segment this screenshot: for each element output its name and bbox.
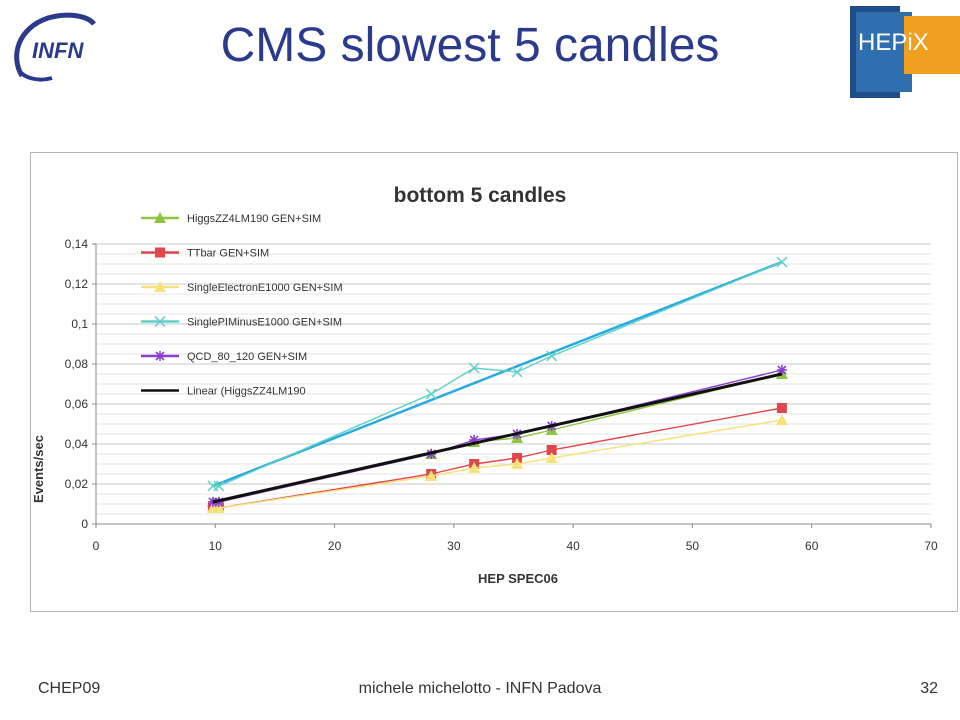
legend-label: SinglePIMinusE1000 GEN+SIM: [187, 317, 342, 329]
infn-logo: INFN: [8, 6, 100, 86]
data-point: [512, 453, 523, 463]
data-point: [468, 362, 480, 374]
x-tick-label: 10: [209, 539, 223, 553]
trendline: [212, 372, 783, 504]
x-tick-label: 40: [566, 539, 580, 553]
chart-title: bottom 5 candles: [394, 184, 567, 207]
data-point: [545, 452, 558, 463]
x-tick-label: 20: [328, 539, 342, 553]
infn-logo-swoosh-icon: [14, 12, 96, 78]
chart-axes: 0 0,02 0,04 0,06 0,08 0,1 0,12 0,14 0 10 20 30 40 50 6…: [65, 237, 938, 553]
y-tick-label: 0,06: [65, 397, 89, 411]
data-point: [511, 366, 523, 378]
data-point: [154, 212, 166, 223]
x-tick-label: 0: [93, 539, 100, 553]
x-tick-label: 60: [805, 539, 819, 553]
series-line: [212, 407, 783, 509]
footer-author: michele michelotto - INFN Padova: [358, 680, 602, 697]
y-tick-label: 0,12: [65, 277, 89, 291]
data-point: [154, 315, 166, 328]
legend-label: QCD_80_120 GEN+SIM: [187, 351, 307, 363]
hepix-logo-text: HEPiX: [858, 29, 929, 56]
legend-item: QCD_80_120 GEN+SIM: [141, 351, 307, 363]
data-point: [155, 247, 165, 258]
data-point: [425, 470, 438, 481]
legend-item: TTbar GEN+SIM: [141, 247, 269, 260]
chart-frame: 0 0,02 0,04 0,06 0,08 0,1 0,12 0,14 0 10 20 30 40 50 6…: [30, 152, 958, 612]
data-point: [154, 281, 166, 292]
data-point: [213, 480, 225, 492]
chart-series: [206, 256, 788, 513]
data-point: [546, 350, 558, 362]
y-tick-label: 0,08: [65, 357, 89, 371]
data-point: [776, 256, 788, 268]
data-point: [511, 458, 524, 469]
data-point: [155, 351, 165, 361]
y-axis-label: Events/sec: [31, 435, 46, 503]
series-2: [206, 414, 788, 513]
series-3: [207, 256, 788, 492]
legend-item: SinglePIMinusE1000 GEN+SIM: [141, 315, 342, 329]
footer-page-number: 32: [920, 680, 938, 697]
slide-title: CMS slowest 5 candles: [220, 19, 720, 72]
legend-item: Linear (HiggsZZ4LM190: [141, 386, 306, 398]
y-tick-label: 0,02: [65, 477, 89, 491]
infn-logo-text: INFN: [32, 38, 84, 63]
legend-label: Linear (HiggsZZ4LM190: [187, 386, 306, 398]
x-tick-label: 70: [924, 539, 938, 553]
y-tick-label: 0,1: [71, 317, 88, 331]
hepix-logo: HEPiX: [848, 2, 960, 98]
data-point: [212, 502, 225, 513]
legend-label: HiggsZZ4LM190 GEN+SIM: [187, 213, 321, 225]
y-tick-label: 0: [81, 517, 88, 531]
y-tick-label: 0,14: [65, 237, 89, 251]
chart-svg: 0 0,02 0,04 0,06 0,08 0,1 0,12 0,14 0 10 20 30 40 50 6…: [31, 184, 938, 586]
data-point: [468, 462, 481, 473]
x-tick-label: 50: [686, 539, 700, 553]
x-tick-label: 30: [447, 539, 461, 553]
y-tick-label: 0,04: [65, 437, 89, 451]
chart-legend: HiggsZZ4LM190 GEN+SIM TTbar GEN+SIM Single…: [141, 212, 343, 398]
data-point: [776, 365, 787, 375]
legend-item: HiggsZZ4LM190 GEN+SIM: [141, 212, 321, 225]
legend-label: TTbar GEN+SIM: [187, 248, 269, 260]
footer-conference: CHEP09: [38, 680, 101, 697]
x-axis-label: HEP SPEC06: [478, 571, 558, 586]
data-point: [775, 414, 788, 425]
trendline-pion: [212, 260, 783, 488]
data-point: [776, 403, 787, 413]
data-point: [425, 388, 437, 400]
legend-item: SingleElectronE1000 GEN+SIM: [141, 281, 343, 294]
legend-label: SingleElectronE1000 GEN+SIM: [187, 282, 343, 294]
series-5: [212, 372, 783, 504]
data-point: [546, 445, 557, 455]
